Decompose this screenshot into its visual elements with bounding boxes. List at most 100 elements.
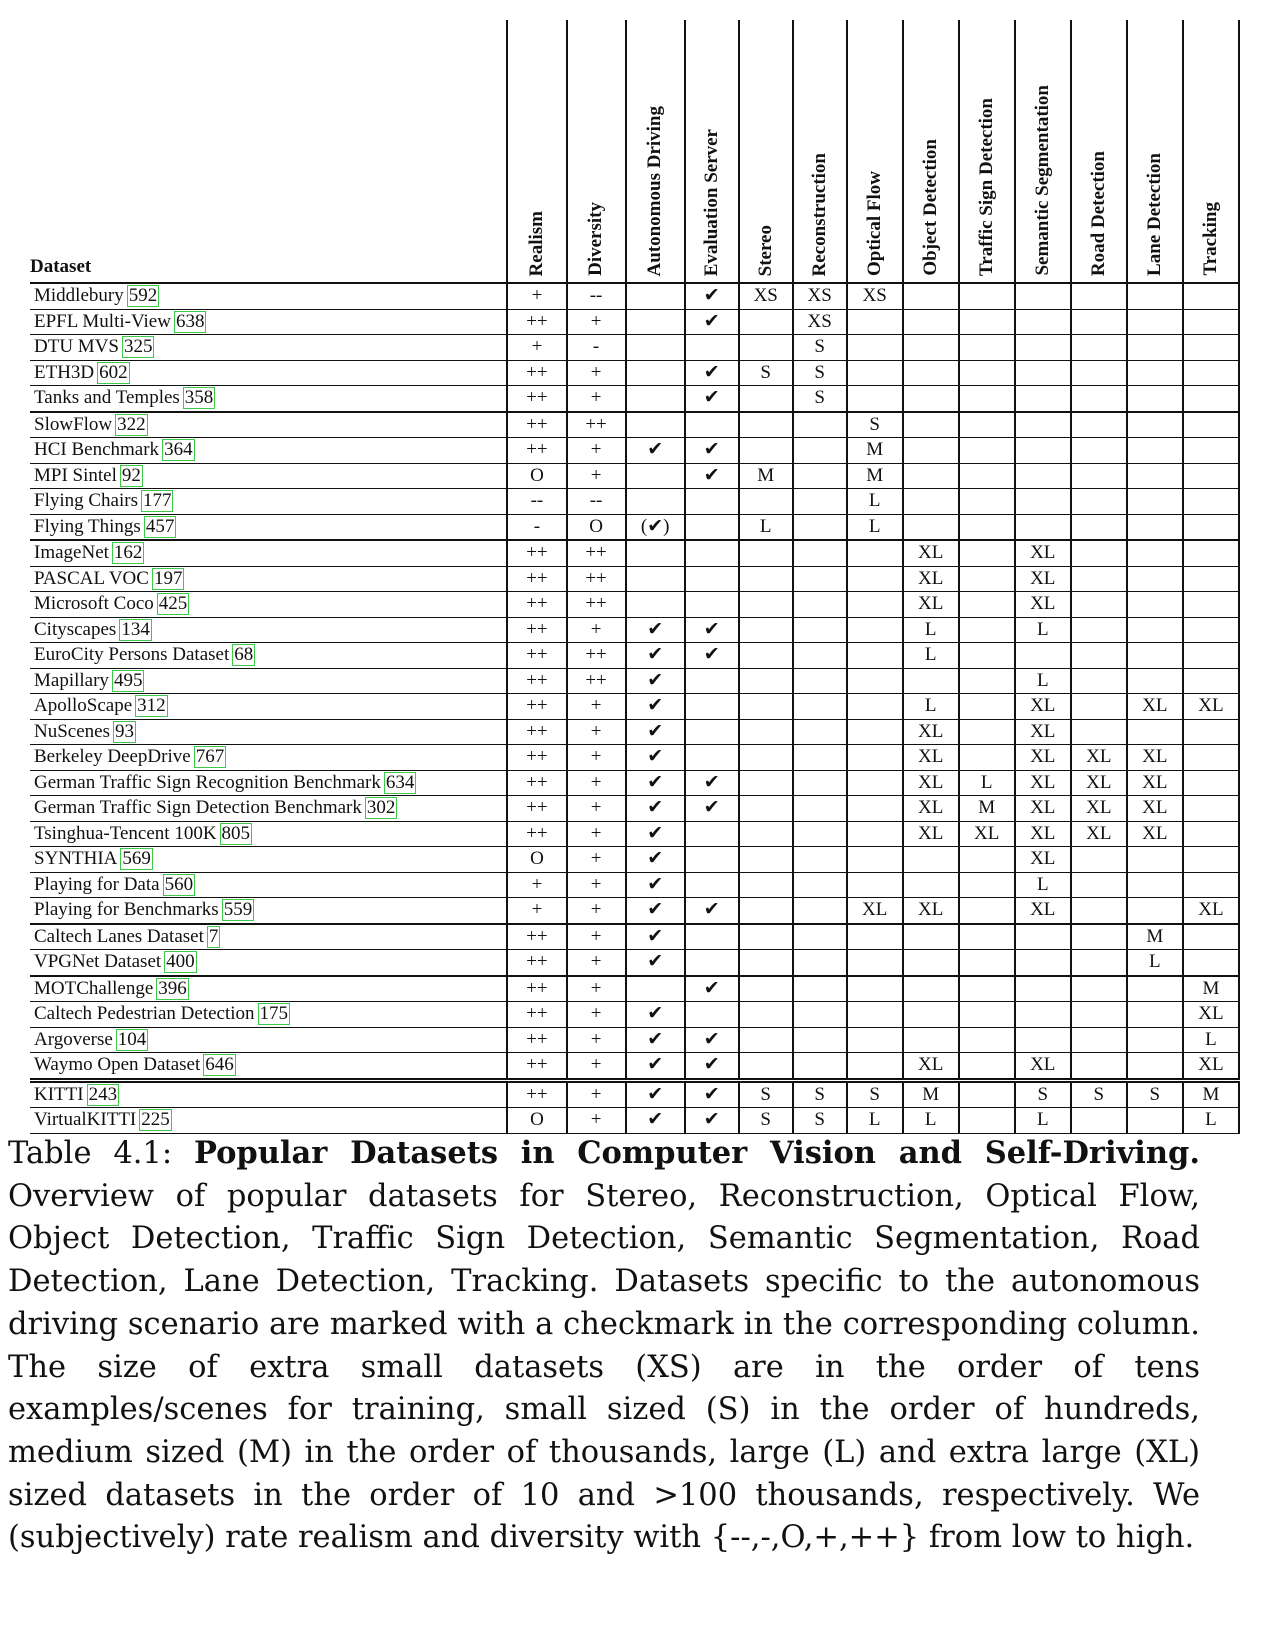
- dataset-name-cell: Tsinghua-Tencent 100K 805: [30, 821, 508, 847]
- cell-realism: ++: [506, 1001, 567, 1028]
- table-caption: Table 4.1: Popular Datasets in Computer …: [8, 1132, 1200, 1560]
- cell-road-detection: [1069, 539, 1127, 567]
- caption-title: Popular Datasets in Computer Vision and …: [193, 1135, 1200, 1171]
- cell-evaluation-server: ✔: [683, 795, 739, 822]
- cell-diversity: +: [565, 360, 626, 386]
- header-dataset: Dataset: [30, 256, 92, 277]
- cell-stereo: [737, 949, 793, 976]
- cell-reconstruction: [791, 744, 847, 771]
- cell-lane-detection: [1125, 309, 1183, 335]
- cell-optical-flow: [845, 642, 903, 669]
- header-col-label: Lane Detection: [1143, 153, 1165, 276]
- citation-link[interactable]: 805: [219, 822, 253, 845]
- cell-stereo: S: [737, 1077, 793, 1108]
- cell-stereo: [737, 488, 793, 515]
- cell-reconstruction: [791, 463, 847, 489]
- citation-link[interactable]: 68: [232, 644, 256, 666]
- cell-stereo: [737, 693, 793, 720]
- citation-link[interactable]: 364: [162, 439, 195, 461]
- cell-stereo: [737, 821, 793, 847]
- cell-stereo: [737, 1001, 793, 1028]
- cell-realism: ++: [506, 668, 567, 694]
- citation-link[interactable]: 322: [115, 413, 148, 436]
- citation-link[interactable]: 646: [203, 1054, 236, 1076]
- cell-realism: ++: [506, 642, 567, 669]
- citation-link[interactable]: 93: [112, 720, 136, 743]
- cell-object-detection: XL: [901, 897, 959, 924]
- cell-semantic-segmentation: [1013, 949, 1071, 976]
- citation-link[interactable]: 325: [121, 336, 155, 358]
- citation-link[interactable]: 559: [221, 899, 255, 921]
- cell-road-detection: XL: [1069, 795, 1127, 822]
- cell-semantic-segmentation: [1013, 974, 1071, 1002]
- cell-optical-flow: [845, 668, 903, 694]
- citation-link[interactable]: 92: [119, 464, 143, 487]
- citation-link[interactable]: 767: [193, 746, 227, 768]
- cell-semantic-segmentation: XL: [1013, 1052, 1071, 1081]
- cell-road-detection: [1069, 922, 1127, 950]
- cell-reconstruction: [791, 949, 847, 976]
- cell-object-detection: XL: [901, 821, 959, 847]
- cell-semantic-segmentation: XL: [1013, 719, 1071, 745]
- citation-link[interactable]: 7: [206, 925, 221, 948]
- citation-link[interactable]: 638: [173, 310, 207, 333]
- cell-realism: ++: [506, 385, 567, 412]
- cell-reconstruction: S: [791, 360, 847, 386]
- citation-link[interactable]: 197: [151, 567, 185, 590]
- cell-stereo: [737, 770, 793, 796]
- cell-traffic-sign-detection: [957, 872, 1015, 898]
- cell-lane-detection: [1125, 719, 1183, 745]
- cell-diversity: ++: [565, 591, 626, 618]
- citation-link[interactable]: 225: [139, 1109, 172, 1131]
- citation-link[interactable]: 396: [156, 977, 189, 1000]
- citation-link[interactable]: 302: [364, 797, 398, 819]
- cell-diversity: +: [565, 821, 626, 847]
- cell-stereo: [737, 410, 793, 438]
- citation-link[interactable]: 358: [182, 387, 216, 409]
- cell-tracking: [1181, 539, 1241, 567]
- citation-link[interactable]: 457: [143, 515, 177, 538]
- cell-optical-flow: [845, 744, 903, 771]
- cell-reconstruction: [791, 897, 847, 924]
- citation-link[interactable]: 560: [162, 873, 196, 896]
- cell-tracking: [1181, 642, 1241, 669]
- citation-link[interactable]: 592: [126, 285, 160, 307]
- cell-evaluation-server: ✔: [683, 642, 739, 669]
- cell-traffic-sign-detection: [957, 642, 1015, 669]
- cell-semantic-segmentation: [1013, 488, 1071, 515]
- citation-link[interactable]: 177: [140, 490, 174, 512]
- citation-link[interactable]: 569: [120, 848, 153, 870]
- header-col-reconstruction: Reconstruction: [791, 20, 847, 283]
- citation-link[interactable]: 602: [97, 361, 130, 384]
- cell-evaluation-server: ✔: [683, 1027, 739, 1053]
- cell-diversity: O: [565, 514, 626, 541]
- dataset-name: Tsinghua-Tencent 100K: [34, 822, 217, 844]
- cell-stereo: [737, 897, 793, 924]
- citation-link[interactable]: 425: [156, 593, 190, 615]
- cell-evaluation-server: [683, 334, 739, 361]
- citation-link[interactable]: 495: [111, 669, 145, 692]
- cell-road-detection: [1069, 1027, 1127, 1053]
- cell-tracking: [1181, 566, 1241, 592]
- cell-reconstruction: [791, 1027, 847, 1053]
- dataset-name: Caltech Lanes Dataset: [34, 925, 204, 947]
- citation-link[interactable]: 104: [115, 1028, 149, 1051]
- citation-link[interactable]: 243: [86, 1083, 120, 1106]
- cell-diversity: +: [565, 974, 626, 1002]
- cell-realism: ++: [506, 566, 567, 592]
- citation-link[interactable]: 400: [164, 951, 197, 973]
- citation-link[interactable]: 134: [119, 618, 152, 641]
- cell-diversity: --: [565, 488, 626, 515]
- cell-stereo: [737, 617, 793, 643]
- citation-link[interactable]: 634: [383, 771, 417, 794]
- cell-reconstruction: [791, 1052, 847, 1081]
- citation-link[interactable]: 312: [135, 695, 168, 717]
- dataset-name-cell: Middlebury 592: [30, 282, 508, 310]
- dataset-name: PASCAL VOC: [34, 567, 149, 589]
- cell-traffic-sign-detection: [957, 744, 1015, 771]
- cell-road-detection: [1069, 949, 1127, 976]
- citation-link[interactable]: 162: [111, 542, 145, 564]
- citation-link[interactable]: 175: [257, 1003, 291, 1025]
- cell-stereo: [737, 309, 793, 335]
- cell-diversity: +: [565, 922, 626, 950]
